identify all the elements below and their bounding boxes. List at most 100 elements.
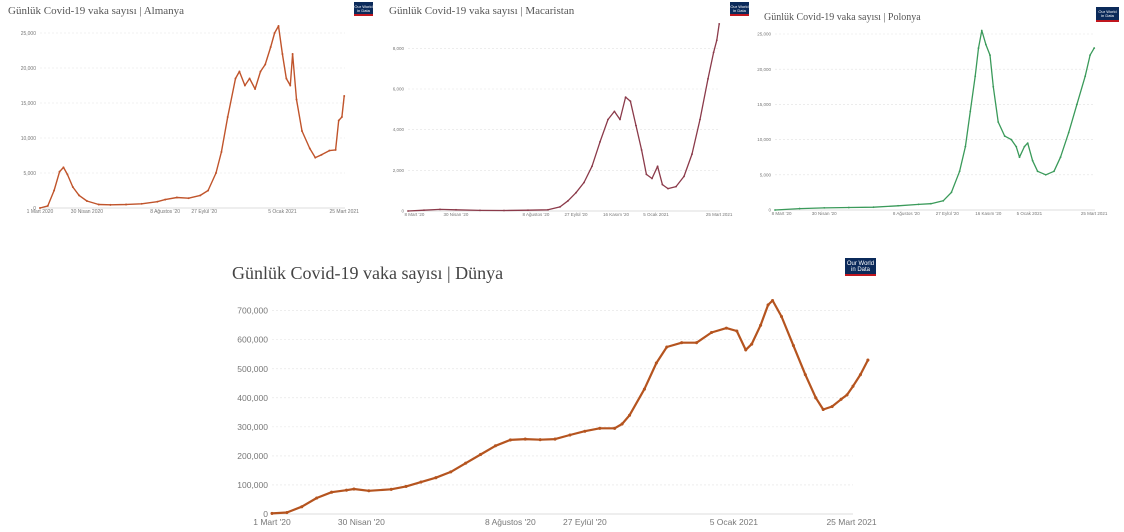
data-point (71, 186, 74, 188)
data-point (718, 23, 721, 25)
series-line (407, 23, 720, 212)
data-point (285, 511, 289, 515)
data-point (315, 496, 319, 500)
x-tick-label: 8 Ağustos '20 (893, 211, 920, 216)
x-tick-label: 5 Ocak 2021 (268, 209, 297, 215)
y-tick-label: 600,000 (237, 335, 268, 345)
data-point (583, 181, 585, 184)
data-point (523, 437, 527, 441)
logo-line-2: in Data (733, 8, 746, 13)
y-tick-label: 10,000 (21, 136, 37, 142)
y-tick-label: 20,000 (757, 67, 771, 72)
data-point (207, 189, 210, 192)
y-tick-label: 5,000 (23, 171, 36, 177)
data-point (187, 197, 190, 200)
x-tick-label: 5 Ocak 2021 (643, 212, 669, 217)
data-point (929, 202, 932, 205)
data-point (1076, 103, 1078, 106)
data-point (508, 438, 512, 442)
data-point (997, 121, 1000, 123)
data-point (125, 203, 128, 206)
y-tick-label: 4,000 (393, 127, 405, 132)
data-point (1015, 145, 1018, 148)
y-tick-label: 2,000 (393, 168, 405, 173)
data-point (243, 84, 246, 87)
series-line (39, 25, 345, 209)
data-point (575, 191, 577, 194)
data-point (1093, 47, 1096, 49)
data-point (964, 145, 967, 148)
data-point (823, 206, 826, 209)
data-point (300, 505, 304, 509)
data-point (583, 429, 587, 433)
data-point (619, 118, 621, 121)
data-point (897, 204, 899, 207)
data-point (493, 444, 498, 448)
data-point (791, 344, 795, 348)
data-point (1023, 145, 1026, 148)
data-point (980, 29, 983, 32)
data-point (389, 487, 393, 491)
data-point (285, 77, 288, 80)
data-point (667, 187, 669, 190)
logo-line-1: Our World (846, 261, 875, 267)
data-point (330, 490, 334, 494)
data-point (301, 130, 303, 132)
y-tick-label: 15,000 (21, 101, 37, 107)
logo-line-2: in Data (1101, 13, 1114, 18)
data-point (164, 198, 167, 201)
data-point (992, 85, 995, 88)
x-tick-label: 30 Nisan '20 (812, 211, 837, 216)
y-tick-label: 15,000 (757, 102, 771, 107)
data-point (264, 63, 267, 66)
data-point (58, 170, 61, 173)
data-point (291, 53, 294, 55)
x-tick-label: 8 Mart '20 (404, 212, 424, 217)
data-point (156, 200, 159, 203)
y-tick-label: 10,000 (757, 137, 771, 142)
data-point (281, 53, 284, 55)
data-point (259, 70, 262, 73)
data-point (847, 206, 850, 209)
data-point (1036, 170, 1039, 173)
data-point (53, 189, 56, 192)
data-point (367, 489, 371, 493)
x-tick-label: 27 Eylül '20 (191, 209, 217, 215)
y-tick-label: 300,000 (237, 422, 268, 432)
data-point (567, 199, 569, 202)
chart-title: Günlük Covid-19 vaka sayısı | Almanya (8, 5, 185, 17)
data-point (651, 177, 653, 180)
data-point (270, 511, 274, 515)
data-point (613, 426, 617, 430)
data-point (1010, 138, 1013, 141)
series-line (774, 29, 1095, 211)
data-point (598, 426, 602, 430)
data-point (320, 153, 323, 156)
data-point (984, 43, 987, 46)
y-tick-label: 400,000 (237, 393, 268, 403)
x-tick-label: 5 Ocak 2021 (710, 517, 758, 527)
data-point (140, 202, 143, 205)
owid-logo: Our World in Data (845, 258, 876, 276)
data-point (942, 199, 945, 202)
x-tick-label: 27 Eylül '20 (936, 211, 960, 216)
data-point (238, 70, 241, 73)
data-point (559, 206, 561, 208)
data-point (989, 54, 991, 57)
data-point (419, 480, 423, 484)
data-point (553, 437, 557, 441)
data-point (635, 124, 637, 127)
data-point (109, 203, 112, 206)
y-tick-label: 0 (33, 206, 36, 212)
data-point (1003, 135, 1006, 137)
data-point (969, 110, 972, 113)
x-tick-label: 8 Mart '20 (772, 211, 792, 216)
data-point (640, 149, 643, 151)
data-point (220, 151, 223, 153)
data-point (645, 173, 648, 176)
chart-title: Günlük Covid-19 vaka sayısı | Macaristan (389, 5, 575, 17)
x-tick-label: 1 Mart 2020 (27, 209, 54, 215)
data-point (1089, 54, 1091, 57)
owid-logo: Our World in Data (730, 2, 749, 16)
